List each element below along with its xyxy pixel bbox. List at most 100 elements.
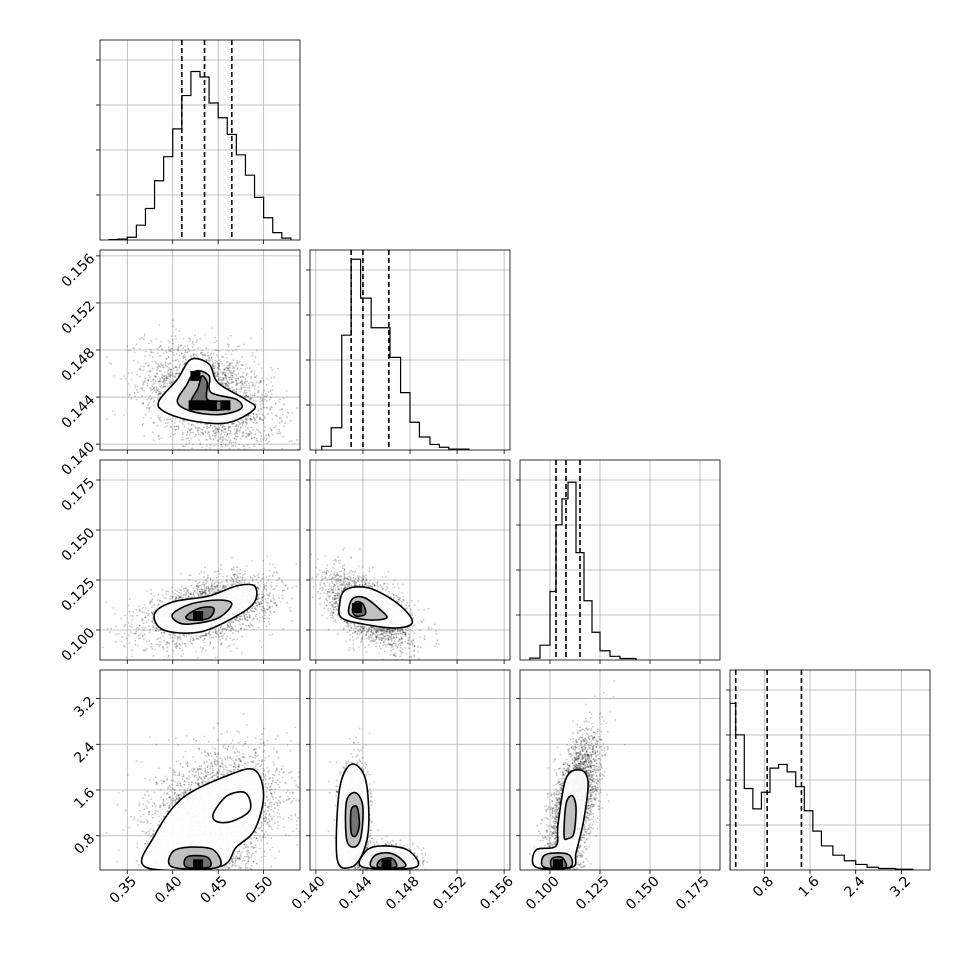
scatter-point xyxy=(218,629,220,631)
scatter-point xyxy=(143,381,146,384)
scatter-point xyxy=(234,432,237,434)
scatter-point xyxy=(221,383,224,385)
scatter-point xyxy=(141,635,144,638)
scatter-point xyxy=(245,394,248,397)
scatter-point xyxy=(193,356,196,358)
scatter-point xyxy=(262,400,264,403)
scatter-point xyxy=(265,434,267,437)
scatter-point xyxy=(250,437,253,440)
scatter-point xyxy=(137,637,140,640)
scatter-point xyxy=(142,649,145,651)
scatter-point xyxy=(224,373,227,376)
scatter-point xyxy=(219,626,222,629)
scatter-point xyxy=(169,374,172,377)
scatter-point xyxy=(141,611,144,614)
scatter-point xyxy=(260,600,262,603)
scatter-point xyxy=(261,616,264,618)
scatter-point xyxy=(151,385,153,388)
scatter-point xyxy=(258,602,261,604)
scatter-point xyxy=(199,584,202,587)
scatter-point xyxy=(224,444,227,447)
scatter-point xyxy=(207,587,210,590)
scatter-point xyxy=(271,412,273,415)
scatter-point xyxy=(239,367,242,370)
scatter-point xyxy=(200,587,203,590)
scatter-point xyxy=(278,578,280,580)
scatter-point xyxy=(197,426,199,429)
scatter-point xyxy=(219,586,222,588)
scatter-point xyxy=(169,418,172,421)
scatter-point xyxy=(231,568,233,571)
scatter-point xyxy=(245,391,248,394)
scatter-point xyxy=(215,428,218,430)
scatter-point xyxy=(230,373,233,375)
scatter-point xyxy=(207,587,210,590)
scatter-point xyxy=(197,585,200,587)
scatter-point xyxy=(158,391,161,393)
scatter-point xyxy=(143,603,146,606)
scatter-point xyxy=(172,367,175,370)
scatter-point xyxy=(168,368,171,371)
scatter-point xyxy=(250,607,253,610)
scatter-point xyxy=(211,580,214,583)
scatter-point xyxy=(266,608,268,611)
scatter-point xyxy=(183,590,186,592)
scatter-point xyxy=(279,432,282,434)
scatter-point xyxy=(228,369,230,372)
scatter-point xyxy=(281,408,284,411)
scatter-point xyxy=(255,602,257,605)
scatter-point xyxy=(242,573,245,576)
scatter-point xyxy=(184,358,187,360)
scatter-point xyxy=(183,354,186,357)
scatter-point xyxy=(262,379,265,382)
scatter-point xyxy=(172,354,175,356)
scatter-point xyxy=(245,421,248,424)
scatter-point xyxy=(203,592,206,594)
scatter-point xyxy=(143,638,145,640)
scatter-point xyxy=(190,424,193,426)
scatter-point xyxy=(224,353,227,355)
scatter-point xyxy=(138,624,141,627)
scatter-point xyxy=(241,364,244,367)
scatter-point xyxy=(240,388,243,391)
scatter-point xyxy=(207,589,210,592)
scatter-point xyxy=(253,394,256,397)
scatter-point xyxy=(153,382,156,385)
scatter-point xyxy=(239,576,242,579)
scatter-point xyxy=(106,355,108,358)
scatter-point xyxy=(238,615,241,618)
scatter-point xyxy=(185,597,188,599)
scatter-point xyxy=(156,389,159,392)
scatter-point xyxy=(144,355,146,357)
scatter-point xyxy=(201,446,204,449)
scatter-point xyxy=(179,572,182,575)
scatter-point xyxy=(272,385,274,387)
scatter-point xyxy=(220,635,223,638)
scatter-point xyxy=(177,637,180,639)
scatter-point xyxy=(182,653,185,655)
scatter-point xyxy=(108,362,111,364)
scatter-point xyxy=(188,439,191,442)
scatter-point xyxy=(151,388,154,391)
scatter-point xyxy=(202,426,205,429)
scatter-point xyxy=(202,581,205,584)
scatter-point xyxy=(226,432,229,435)
scatter-point xyxy=(232,376,234,379)
scatter-point xyxy=(184,420,186,423)
scatter-point xyxy=(192,591,195,594)
scatter-point xyxy=(215,434,218,436)
scatter-point xyxy=(160,363,162,365)
scatter-point xyxy=(250,426,253,429)
scatter-point xyxy=(286,416,289,418)
scatter-point xyxy=(233,422,236,425)
scatter-point xyxy=(205,588,208,590)
scatter-point xyxy=(206,355,209,357)
scatter-point xyxy=(227,337,230,340)
scatter-point xyxy=(268,440,271,443)
scatter-point xyxy=(233,390,236,393)
scatter-point xyxy=(253,610,256,613)
scatter-point xyxy=(172,351,174,354)
scatter-point xyxy=(229,650,232,653)
scatter-point xyxy=(158,369,161,372)
